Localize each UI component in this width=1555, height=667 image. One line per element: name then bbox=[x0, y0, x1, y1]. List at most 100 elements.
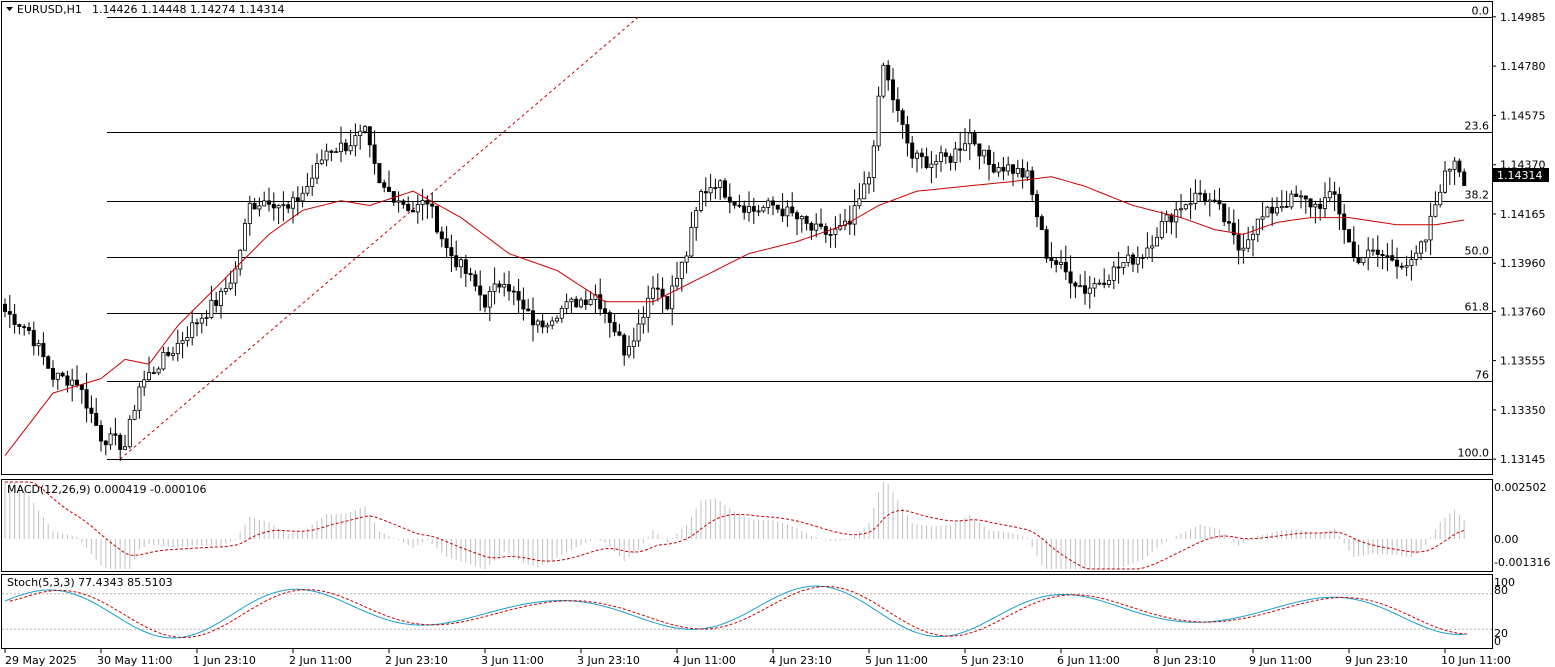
candle-body bbox=[1222, 203, 1227, 223]
candle-body bbox=[468, 273, 473, 276]
candle-body bbox=[900, 110, 905, 125]
candle-body bbox=[1313, 203, 1318, 208]
fibonacci-levels[interactable]: 0.0 23.6 38.2 50.0 61.8 76 100.0 bbox=[107, 5, 1492, 460]
candle-body bbox=[1380, 254, 1385, 257]
candle-body bbox=[1198, 192, 1203, 195]
candle-body bbox=[506, 284, 511, 292]
candle-body bbox=[22, 326, 27, 328]
candle-body bbox=[574, 298, 579, 308]
candle-body bbox=[276, 205, 281, 209]
candle-body bbox=[300, 192, 305, 202]
candle-body bbox=[828, 234, 833, 236]
candle-body bbox=[991, 164, 996, 173]
candle-body bbox=[569, 298, 574, 303]
candle-body bbox=[588, 299, 593, 305]
macd-tick-top: 0.002502 bbox=[1494, 481, 1547, 494]
candle-body bbox=[175, 342, 180, 355]
candle-body bbox=[1097, 282, 1102, 285]
candle-body bbox=[233, 268, 238, 284]
candle-body bbox=[1135, 257, 1140, 265]
candle-body bbox=[502, 284, 507, 288]
candle-body bbox=[1068, 271, 1073, 284]
candle-body bbox=[1116, 266, 1121, 269]
candle-body bbox=[156, 368, 161, 374]
candle-body bbox=[1275, 207, 1280, 214]
candle-body bbox=[358, 130, 363, 136]
candle-body bbox=[137, 386, 142, 411]
candle-body bbox=[1351, 241, 1356, 258]
candle-body bbox=[478, 285, 483, 296]
symbol-header[interactable]: EURUSD,H1 1.14426 1.14448 1.14274 1.1431… bbox=[6, 3, 284, 16]
stoch-tick-100: 100 bbox=[1494, 576, 1515, 589]
candle-body bbox=[180, 340, 185, 344]
moving-average bbox=[4, 176, 1465, 456]
candle-body bbox=[458, 259, 463, 268]
candle-body bbox=[703, 191, 708, 194]
candle-body bbox=[718, 180, 723, 189]
time-tick-label: 4 Jun 23:10 bbox=[769, 654, 832, 667]
candle-body bbox=[1294, 193, 1299, 198]
candle-body bbox=[958, 148, 963, 151]
candle-body bbox=[545, 324, 550, 328]
candle-body bbox=[281, 204, 286, 207]
current-price-tag: 1.14314 bbox=[1493, 168, 1549, 182]
price-tick-label: 1.13350 bbox=[1500, 404, 1546, 417]
trend-line[interactable] bbox=[119, 16, 639, 460]
candle-body bbox=[1087, 287, 1092, 294]
candle-body bbox=[51, 367, 56, 380]
current-price-label: 1.14314 bbox=[1497, 169, 1543, 182]
candle-body bbox=[651, 287, 656, 299]
candle-body bbox=[982, 149, 987, 157]
stochastic-indicator bbox=[2, 585, 1492, 639]
candle-body bbox=[1308, 198, 1313, 208]
time-tick-label: 8 Jun 23:10 bbox=[1153, 654, 1216, 667]
candle-body bbox=[372, 144, 377, 164]
candle-body bbox=[41, 342, 46, 358]
candle-body bbox=[987, 149, 992, 165]
candle-body bbox=[444, 238, 449, 248]
candle-body bbox=[410, 210, 415, 213]
candle-body bbox=[1159, 221, 1164, 238]
candle-body bbox=[319, 159, 324, 164]
candle-body bbox=[1150, 245, 1155, 249]
time-tick-label: 3 Jun 23:10 bbox=[577, 654, 640, 667]
candle-body bbox=[1049, 257, 1054, 262]
candle-body bbox=[1260, 216, 1265, 220]
candle-body bbox=[795, 212, 800, 220]
candle-body bbox=[367, 126, 372, 146]
candle-body bbox=[1107, 280, 1112, 285]
candle-body bbox=[1428, 215, 1433, 241]
candle-body bbox=[1284, 205, 1289, 208]
price-axis: 1.149851.147801.145751.143701.141651.139… bbox=[1492, 11, 1546, 466]
candle-body bbox=[564, 301, 569, 309]
candle-body bbox=[684, 255, 689, 263]
candle-body bbox=[1385, 255, 1390, 258]
candle-body bbox=[118, 434, 123, 450]
candle-body bbox=[809, 223, 814, 231]
candle-body bbox=[636, 323, 641, 342]
macd-signal-line bbox=[5, 481, 1465, 570]
candle-body bbox=[454, 255, 459, 268]
candle-body bbox=[362, 126, 367, 132]
candle-body bbox=[1212, 199, 1217, 202]
time-tick-label: 9 Jun 11:00 bbox=[1249, 654, 1312, 667]
candle-body bbox=[915, 152, 920, 159]
fib-level-label: 0.0 bbox=[1472, 5, 1490, 18]
candle-body bbox=[521, 299, 526, 310]
candle-body bbox=[943, 152, 948, 157]
candle-body bbox=[257, 205, 262, 210]
candle-body bbox=[799, 216, 804, 220]
fib-level-label: 76 bbox=[1475, 369, 1489, 382]
candle-body bbox=[641, 316, 646, 325]
candle-body bbox=[708, 187, 713, 194]
price-tick-label: 1.14780 bbox=[1500, 60, 1546, 73]
candle-body bbox=[1006, 164, 1011, 172]
candle-body bbox=[314, 162, 319, 179]
candle-body bbox=[1399, 265, 1404, 268]
candle-body bbox=[622, 334, 627, 356]
candle-body bbox=[881, 64, 886, 97]
dropdown-triangle-icon[interactable] bbox=[6, 7, 13, 11]
candle-body bbox=[1092, 283, 1097, 289]
candle-body bbox=[1395, 259, 1400, 267]
